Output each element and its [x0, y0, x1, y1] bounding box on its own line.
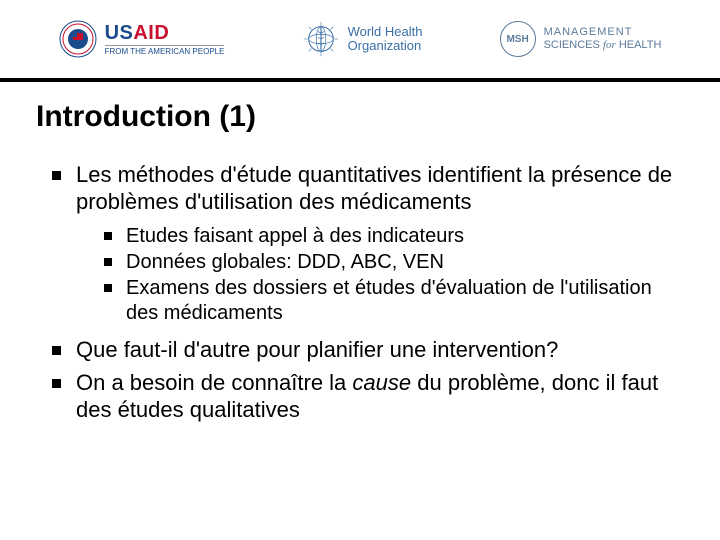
list-item: Les méthodes d'étude quantitatives ident… [52, 162, 684, 325]
list-item: Que faut-il d'autre pour planifier une i… [52, 337, 684, 364]
who-line1: World Health [348, 25, 423, 39]
msh-seal-icon: MSH [500, 21, 536, 57]
msh-line1: MANAGEMENT [544, 26, 662, 39]
msh-abbrev: MSH [506, 34, 528, 45]
bullet-text: Données globales: DDD, ABC, VEN [126, 251, 444, 273]
who-logo: World Health Organization [302, 20, 423, 58]
bullet-list-level2: Etudes faisant appel à des indicateurs D… [76, 224, 684, 326]
list-item: Données globales: DDD, ABC, VEN [104, 250, 684, 274]
list-item: On a besoin de connaître la cause du pro… [52, 370, 684, 424]
usaid-tagline: FROM THE AMERICAN PEOPLE [105, 45, 225, 56]
bullet-text: Examens des dossiers et études d'évaluat… [126, 277, 652, 323]
slide-content: Introduction (1) Les méthodes d'étude qu… [0, 82, 720, 424]
bullet-text: Les méthodes d'étude quantitatives ident… [76, 162, 672, 214]
msh-line2-b: HEALTH [619, 39, 662, 51]
bullet-text: Etudes faisant appel à des indicateurs [126, 225, 464, 247]
msh-line2-a: SCIENCES [544, 39, 600, 51]
bullet-list-level1: Les méthodes d'étude quantitatives ident… [36, 162, 684, 424]
list-item: Etudes faisant appel à des indicateurs [104, 224, 684, 248]
who-seal-icon [302, 20, 340, 58]
usaid-logo: USAID FROM THE AMERICAN PEOPLE [59, 20, 225, 58]
who-line2: Organization [348, 39, 423, 53]
usaid-wordmark: USAID [105, 22, 225, 45]
msh-logo: MSH MANAGEMENT SCIENCES for HEALTH [500, 21, 662, 57]
msh-line2: SCIENCES for HEALTH [544, 39, 662, 52]
bullet-text-a: On a besoin de connaître la [76, 370, 352, 395]
usaid-prefix: US [105, 22, 134, 44]
slide-title: Introduction (1) [36, 100, 684, 134]
bullet-text-cause: cause [352, 370, 411, 395]
logo-header: USAID FROM THE AMERICAN PEOPLE Wo [0, 0, 720, 78]
usaid-suffix: AID [133, 22, 169, 44]
usaid-seal-icon [59, 20, 97, 58]
msh-line2-for: for [603, 39, 616, 51]
bullet-text: Que faut-il d'autre pour planifier une i… [76, 337, 558, 362]
list-item: Examens des dossiers et études d'évaluat… [104, 276, 684, 325]
